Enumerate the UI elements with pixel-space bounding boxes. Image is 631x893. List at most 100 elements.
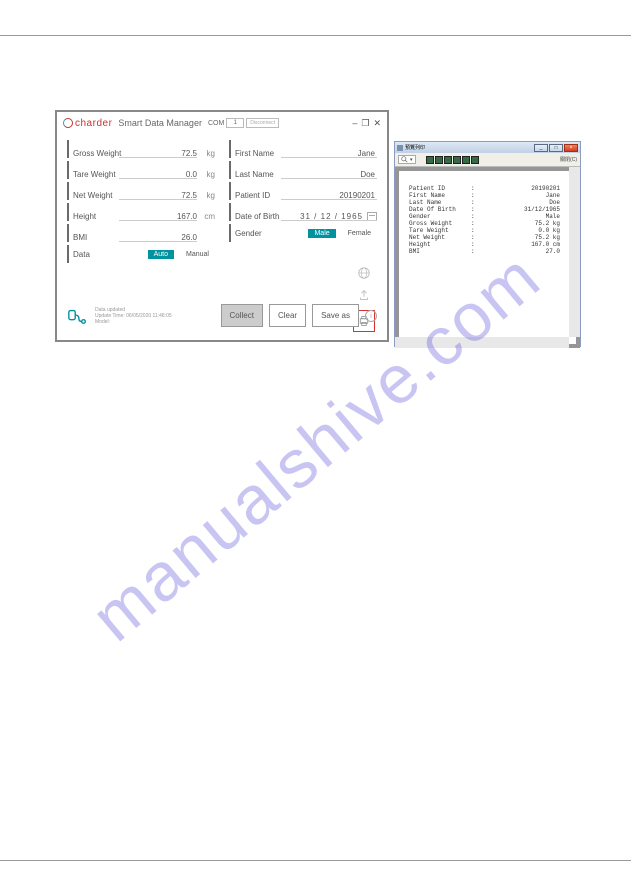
close-button[interactable]: ✕	[373, 118, 381, 129]
layout-icon[interactable]	[471, 156, 479, 164]
left-column: Gross Weight 72.5 kg Tare Weight 0.0 kg …	[67, 140, 215, 263]
bottom-row: Data updated Update Time: 06/05/2020 11:…	[67, 304, 377, 327]
layout-icon[interactable]	[426, 156, 434, 164]
titlebar: charder Smart Data Manager COM 1 Disconn…	[57, 112, 387, 134]
preview-app-icon	[397, 145, 403, 151]
preview-window: 預覽列印 _ □ × ▾ 關閉(C) Patient ID:20190201 F…	[394, 141, 581, 347]
preview-titlebar: 預覽列印 _ □ ×	[395, 142, 580, 153]
logo-icon	[63, 118, 73, 128]
zoom-dropdown[interactable]: ▾	[398, 155, 416, 164]
data-mode-row: Data Auto Manual	[67, 245, 215, 263]
underline	[119, 199, 197, 200]
preview-minimize-button[interactable]: _	[534, 144, 548, 152]
right-column: First Name Jane Last Name Doe Patient ID…	[229, 140, 377, 263]
preview-line: Gender:Male	[409, 213, 566, 220]
tare-weight-field: Tare Weight 0.0 kg	[67, 161, 215, 179]
underline	[281, 199, 377, 200]
upload-icon[interactable]	[357, 288, 371, 302]
gender-row: Gender Male Female	[229, 224, 377, 242]
data-manual-button[interactable]: Manual	[180, 250, 215, 259]
field-unit: kg	[199, 191, 215, 200]
device-model: Model:	[95, 319, 172, 325]
info-icon[interactable]: i	[365, 310, 377, 322]
device-time: Update Time: 06/05/2020 11:48:05	[95, 313, 172, 319]
field-label: BMI	[73, 233, 87, 242]
underline	[119, 220, 197, 221]
first-name-field: First Name Jane	[229, 140, 377, 158]
preview-title: 預覽列印	[405, 144, 425, 151]
field-label: First Name	[235, 149, 274, 158]
preview-line: Net Weight:75.2 kg	[409, 234, 566, 241]
underline	[281, 157, 377, 158]
collect-button[interactable]: Collect	[221, 304, 263, 327]
device-text: Data updated Update Time: 06/05/2020 11:…	[95, 307, 172, 325]
form-area: Gross Weight 72.5 kg Tare Weight 0.0 kg …	[57, 134, 387, 267]
field-label: Patient ID	[235, 191, 270, 200]
data-auto-button[interactable]: Auto	[148, 250, 174, 259]
restore-button[interactable]: ❐	[361, 118, 369, 129]
device-info: Data updated Update Time: 06/05/2020 11:…	[67, 306, 172, 326]
gross-weight-field: Gross Weight 72.5 kg	[67, 140, 215, 158]
preview-line: Tare Weight:0.0 kg	[409, 227, 566, 234]
field-label: Net Weight	[73, 191, 112, 200]
height-field: Height 167.0 cm	[67, 203, 215, 221]
preview-line: Date Of Birth:31/12/1965	[409, 206, 566, 213]
preview-scrollbar-vertical[interactable]	[569, 167, 580, 337]
preview-maximize-button[interactable]: □	[549, 144, 563, 152]
zoom-caret: ▾	[410, 157, 413, 163]
gender-female-button[interactable]: Female	[342, 229, 377, 238]
brand-text: charder	[75, 118, 112, 129]
data-label: Data	[73, 250, 90, 259]
underline	[119, 157, 197, 158]
patient-id-field: Patient ID 20190201	[229, 182, 377, 200]
underline	[119, 241, 197, 242]
field-label: Last Name	[235, 170, 274, 179]
app-window: charder Smart Data Manager COM 1 Disconn…	[55, 110, 389, 342]
toolbar-close-label[interactable]: 關閉(C)	[560, 156, 577, 163]
dob-field: Date of Birth 31 / 12 / 1965	[229, 203, 377, 221]
magnify-icon	[401, 156, 408, 163]
bmi-field: BMI 26.0	[67, 224, 215, 242]
field-label: Gross Weight	[73, 149, 121, 158]
field-unit: cm	[199, 212, 215, 221]
preview-close-button[interactable]: ×	[564, 144, 578, 152]
preview-body: Patient ID:20190201 First Name:Jane Last…	[395, 167, 580, 348]
layout-icon[interactable]	[444, 156, 452, 164]
page-border-top	[0, 35, 631, 36]
action-buttons: Collect Clear Save as i	[221, 304, 377, 327]
underline	[281, 178, 377, 179]
underline	[119, 178, 197, 179]
page-border-bottom	[0, 860, 631, 861]
preview-page: Patient ID:20190201 First Name:Jane Last…	[399, 171, 576, 344]
disconnect-button[interactable]: Disconnect	[246, 118, 279, 128]
preview-line: Gross Weight:75.2 kg	[409, 220, 566, 227]
field-unit: kg	[199, 149, 215, 158]
gender-label: Gender	[235, 229, 262, 238]
preview-line: Last Name:Doe	[409, 199, 566, 206]
preview-scrollbar-horizontal[interactable]	[395, 337, 569, 348]
gender-male-button[interactable]: Male	[308, 229, 335, 238]
layout-icon[interactable]	[453, 156, 461, 164]
field-unit: kg	[199, 170, 215, 179]
minimize-button[interactable]: –	[352, 118, 357, 129]
preview-toolbar: ▾ 關閉(C)	[395, 153, 580, 167]
preview-line: Patient ID:20190201	[409, 185, 566, 192]
brand-logo: charder	[63, 118, 112, 129]
layout-icon[interactable]	[462, 156, 470, 164]
clear-button[interactable]: Clear	[269, 304, 306, 327]
preview-window-controls: _ □ ×	[534, 144, 578, 152]
underline	[281, 220, 377, 221]
app-title: Smart Data Manager	[118, 118, 202, 128]
preview-line: Height:167.0 cm	[409, 241, 566, 248]
field-label: Date of Birth	[235, 212, 279, 221]
layout-icon[interactable]	[435, 156, 443, 164]
preview-line: First Name:Jane	[409, 192, 566, 199]
last-name-field: Last Name Doe	[229, 161, 377, 179]
com-select[interactable]: 1	[226, 118, 244, 128]
globe-icon[interactable]	[357, 266, 371, 280]
window-controls: – ❐ ✕	[352, 118, 381, 129]
field-label: Height	[73, 212, 96, 221]
saveas-button[interactable]: Save as	[312, 304, 359, 327]
toolbar-layout-icons	[426, 156, 479, 164]
field-label: Tare Weight	[73, 170, 116, 179]
